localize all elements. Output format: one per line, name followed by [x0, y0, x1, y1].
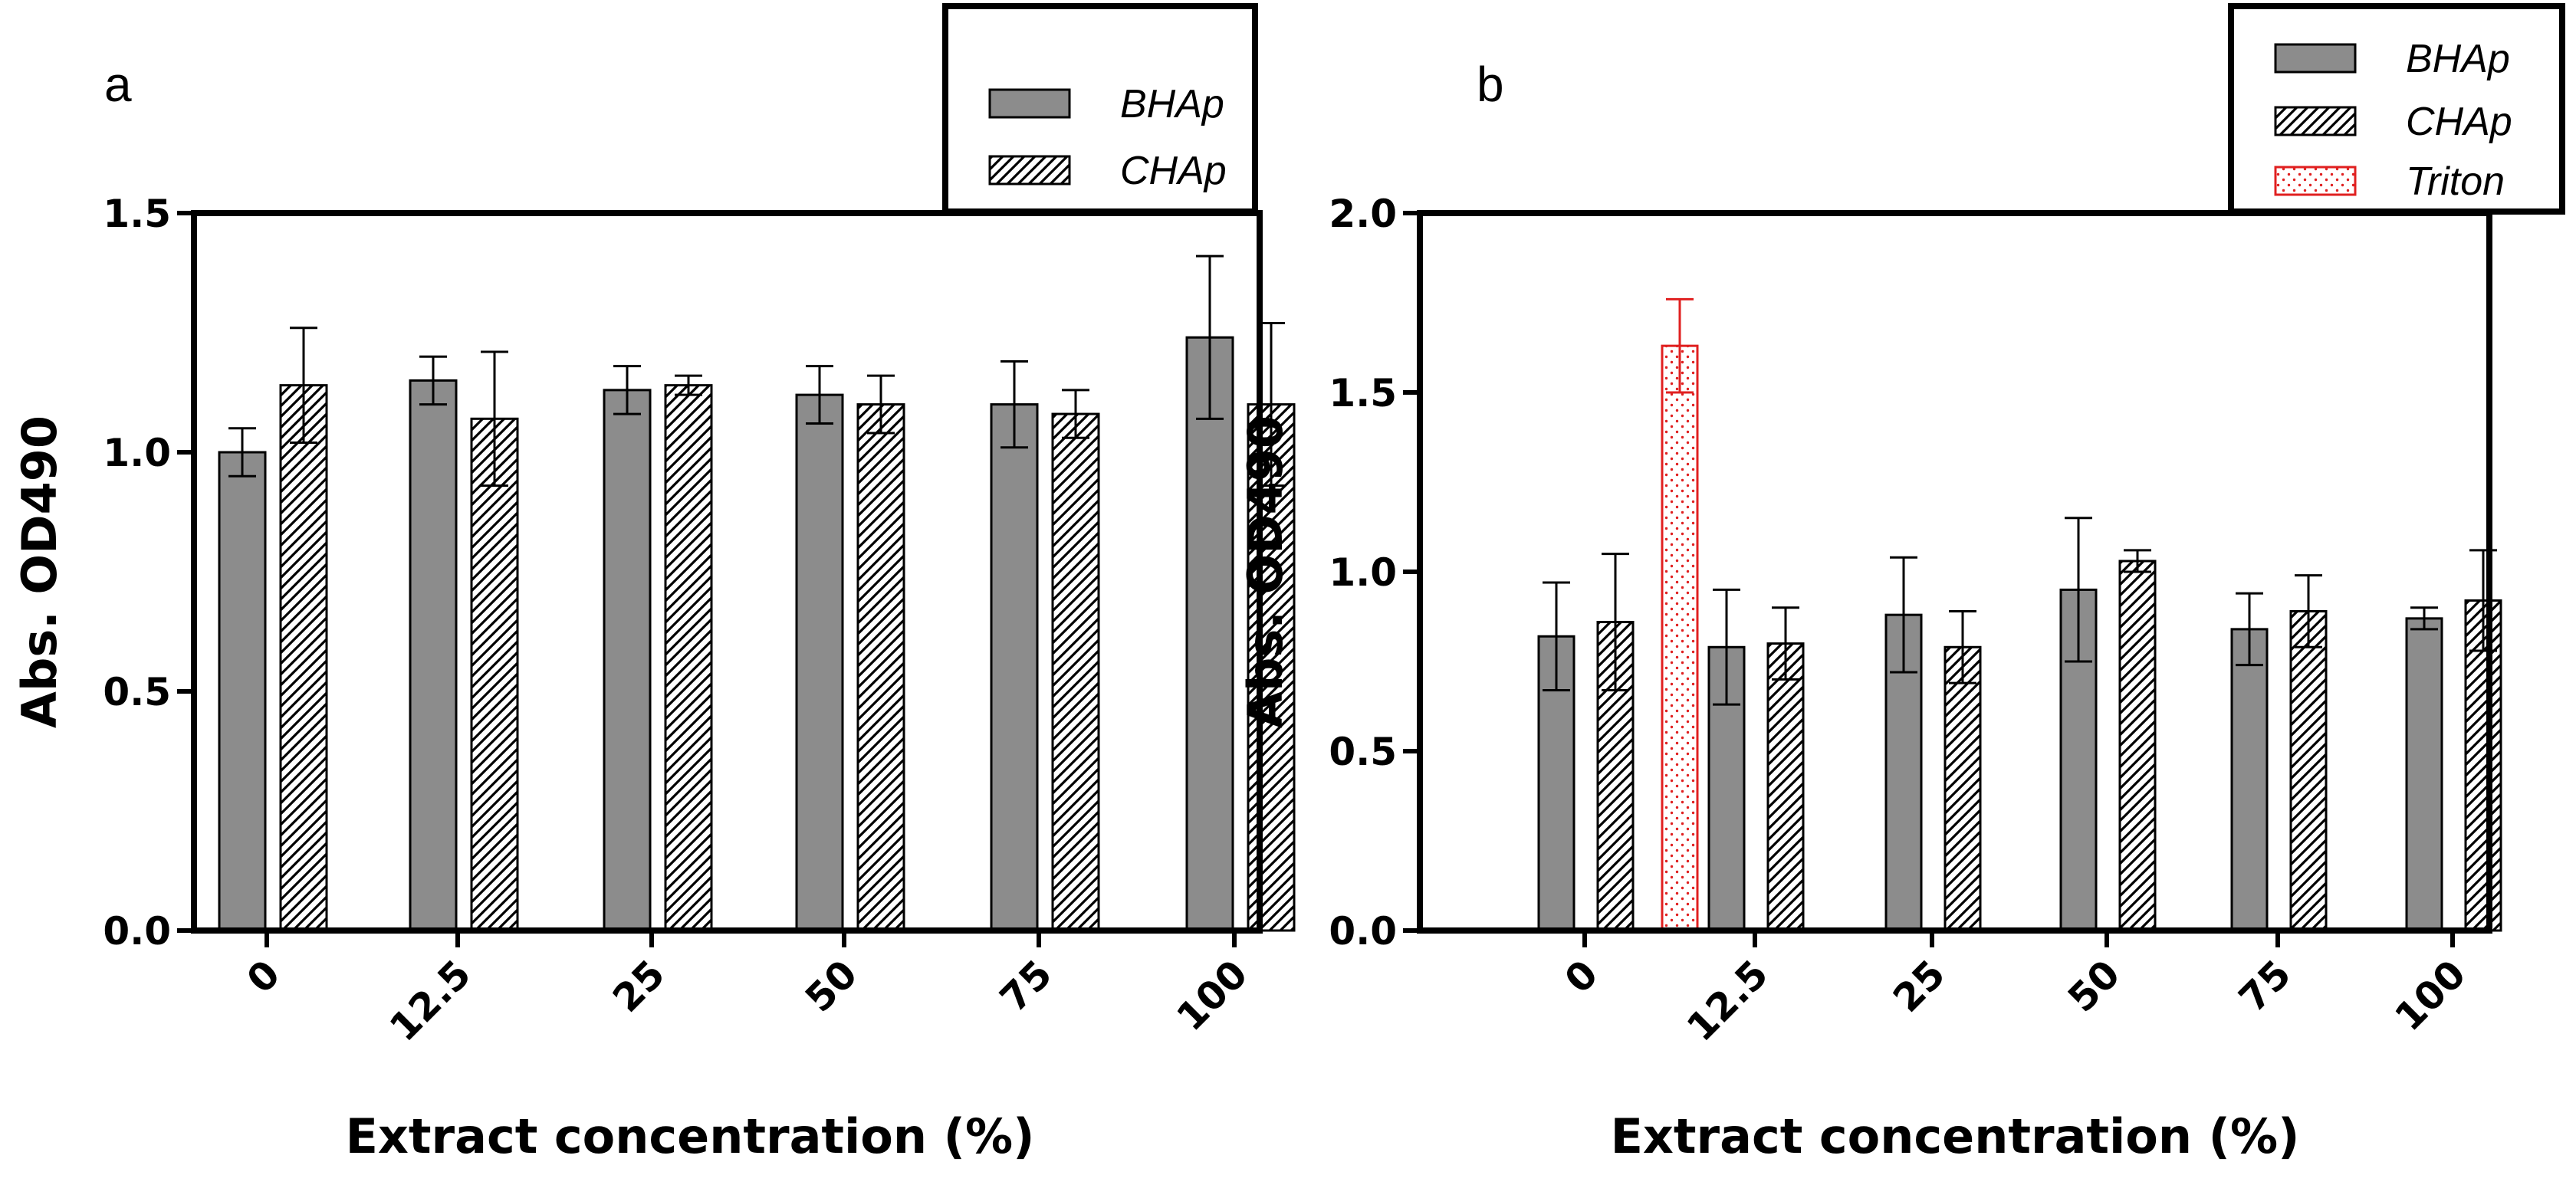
error-bar-bhap	[1713, 588, 1740, 706]
plot-frame	[1417, 210, 2492, 934]
y-tick-label: 1.0	[103, 431, 171, 475]
y-tick-label: 0.0	[1329, 909, 1397, 954]
plot-frame	[191, 210, 1263, 934]
legend: BHAp CHAp Triton	[2228, 3, 2565, 215]
x-tick-label: 0	[1556, 951, 1607, 1002]
bar-bhap	[990, 403, 1039, 932]
x-axis-title: Extract concentration (%)	[346, 1108, 1035, 1164]
y-axis-title: Abs. OD490	[1237, 415, 1293, 728]
legend: BHAp CHAp	[942, 3, 1258, 215]
bar-chap	[664, 384, 713, 932]
y-tick-label: 1.5	[1329, 371, 1397, 415]
x-tick-label: 75	[2230, 951, 2299, 1020]
x-axis-title: Extract concentration (%)	[1611, 1108, 2300, 1164]
error-bar-bhap	[1543, 581, 1570, 691]
error-bar-chap	[1062, 389, 1089, 439]
y-tick-label: 0.0	[103, 909, 171, 954]
error-bar-chap	[290, 327, 317, 445]
legend-label-bhap: BHAp	[2406, 37, 2510, 81]
legend-label-chap: CHAp	[1120, 149, 1227, 193]
x-tick-label: 75	[991, 951, 1060, 1020]
x-tick-label: 12.5	[381, 951, 479, 1049]
x-tick-label: 100	[1168, 951, 1257, 1039]
error-bar-chap	[481, 350, 508, 487]
legend-swatch-triton	[2274, 166, 2357, 196]
bar-bhap	[795, 393, 844, 932]
bar-chap	[279, 384, 328, 932]
bar-chap	[1766, 642, 1805, 932]
error-bar-bhap	[1890, 556, 1917, 674]
legend-swatch-bhap	[988, 88, 1071, 119]
legend-swatch-bhap	[2274, 43, 2357, 74]
y-tick-label: 0.5	[103, 670, 171, 714]
error-bar-bhap	[2410, 606, 2438, 631]
error-bar-bhap	[419, 355, 447, 406]
bar-bhap	[603, 389, 652, 932]
panel-b-plot-area: 0.0 0.5 1.0 1.5 2.0 0 12.5 25 50 75 100 Extract con…	[1237, 3, 2565, 1164]
error-bar-triton	[1666, 297, 1694, 394]
y-axis-title: Abs. OD490	[12, 415, 67, 728]
y-tick-label: 1.5	[103, 192, 171, 236]
bar-chap	[470, 417, 519, 932]
error-bar-bhap	[613, 365, 641, 415]
bar-bhap	[1185, 336, 1234, 932]
legend-label-triton: Triton	[2406, 159, 2505, 204]
error-bar-chap	[1949, 609, 1976, 684]
error-bar-bhap	[1196, 254, 1224, 420]
panel-a-plot-area: 0.0 0.5 1.0 1.5 0 12.5 25 50 75 100 Extract concen…	[12, 3, 1296, 1164]
x-tick-label: 50	[2059, 951, 2128, 1020]
y-tick-label: 2.0	[1329, 192, 1397, 236]
error-bar-bhap	[2236, 592, 2263, 667]
bar-bhap	[2230, 628, 2269, 932]
error-bar-chap	[675, 374, 702, 396]
bar-bhap	[409, 379, 458, 932]
error-bar-bhap	[806, 365, 833, 425]
bar-bhap	[2405, 617, 2443, 932]
panel-b: b 0.0 0.5 1.0 1.5 2.0 0 12.5 25 50 75 100 Extract c…	[1237, 3, 2565, 1164]
error-bar-bhap	[1001, 359, 1028, 449]
legend-label-bhap: BHAp	[1120, 82, 1224, 126]
x-tick-label: 25	[604, 951, 673, 1020]
y-tick-label: 1.0	[1329, 550, 1397, 595]
legend-swatch-chap	[2274, 106, 2357, 136]
error-bar-chap	[2295, 574, 2322, 648]
panel-b-letter: b	[1477, 57, 1504, 112]
bar-chap	[2289, 609, 2328, 932]
error-bar-bhap	[228, 427, 256, 478]
legend-label-chap: CHAp	[2406, 100, 2512, 144]
bar-triton	[1661, 344, 1699, 932]
error-bar-chap	[2124, 549, 2151, 573]
bar-chap	[1944, 645, 1982, 932]
panel-a: a 0.0 0.5 1.0 1.5 0 12.5 25 50 75 100 Extract conc…	[12, 3, 1296, 1164]
x-tick-label: 12.5	[1678, 951, 1776, 1049]
error-bar-bhap	[2065, 517, 2092, 663]
bar-chap	[2118, 560, 2157, 932]
x-tick-label: 0	[238, 951, 289, 1002]
bar-bhap	[218, 451, 267, 932]
panel-a-letter: a	[104, 57, 132, 112]
legend-swatch-chap	[988, 155, 1071, 185]
error-bar-chap	[1772, 606, 1799, 681]
bar-chap	[1051, 412, 1100, 932]
y-tick-label: 0.5	[1329, 730, 1397, 774]
x-tick-label: 25	[1884, 951, 1953, 1020]
error-bar-chap	[867, 374, 895, 435]
error-bar-chap	[1602, 553, 1629, 691]
x-tick-label: 100	[2387, 951, 2475, 1039]
x-tick-label: 50	[797, 951, 866, 1020]
bar-chap	[856, 403, 905, 932]
